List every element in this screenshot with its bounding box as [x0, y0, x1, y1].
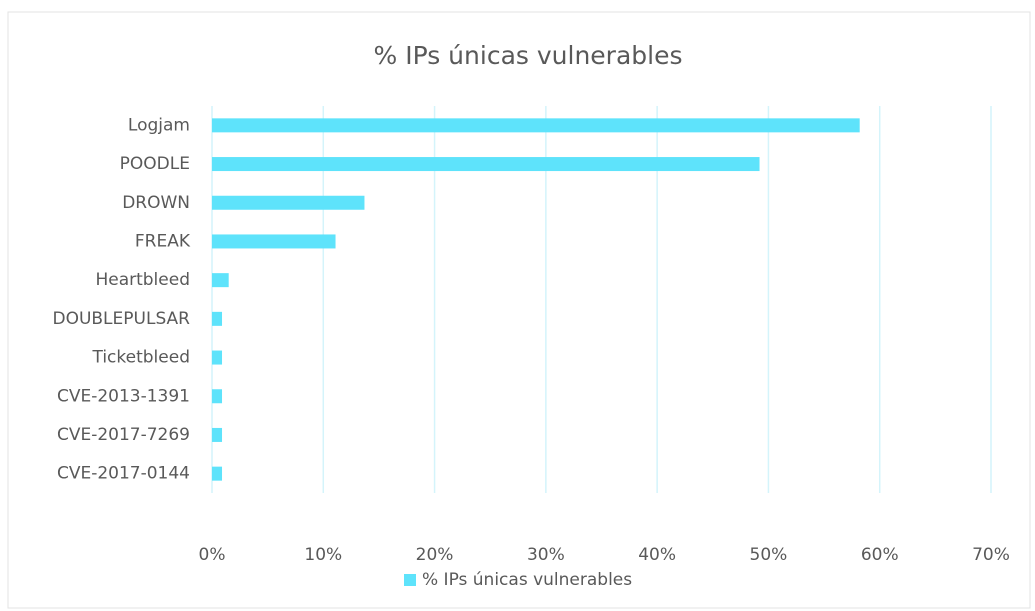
x-tick-label: 0% [199, 545, 226, 565]
y-tick-label: DROWN [122, 193, 190, 213]
bar [212, 157, 760, 172]
chart-title: % IPs únicas vulnerables [374, 41, 683, 70]
legend-label: % IPs únicas vulnerables [422, 570, 632, 590]
x-tick-label: 10% [304, 545, 342, 565]
y-tick-label: CVE-2013-1391 [57, 386, 190, 406]
y-tick-label: CVE-2017-0144 [57, 464, 190, 484]
bar [212, 234, 336, 249]
x-tick-label: 40% [638, 545, 676, 565]
y-tick-label: FREAK [135, 231, 191, 251]
chart-frame [7, 11, 1031, 609]
y-tick-label: Logjam [128, 115, 190, 135]
x-tick-label: 20% [416, 545, 454, 565]
x-tick-label: 70% [972, 545, 1010, 565]
y-tick-label: Ticketbleed [91, 348, 190, 368]
x-tick-label: 30% [527, 545, 565, 565]
bar [212, 427, 223, 442]
y-tick-label: DOUBLEPULSAR [52, 309, 190, 329]
bar [212, 311, 223, 326]
x-tick-label: 50% [750, 545, 788, 565]
bar [212, 118, 860, 133]
bar [212, 389, 223, 404]
x-tick-label: 60% [861, 545, 899, 565]
y-tick-label: POODLE [120, 154, 190, 174]
bar [212, 195, 365, 210]
bar [212, 350, 223, 365]
legend-swatch [404, 574, 416, 586]
bar [212, 466, 223, 481]
y-tick-label: CVE-2017-7269 [57, 425, 190, 445]
bar [212, 273, 229, 288]
y-tick-label: Heartbleed [95, 270, 190, 290]
